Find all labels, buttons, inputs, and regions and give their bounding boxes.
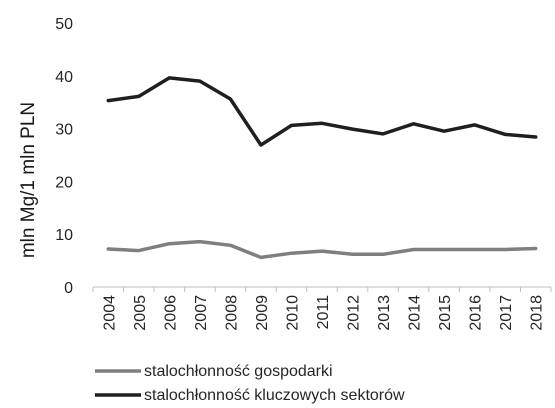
x-ticks: 2004 2005 2006 2007 2008 2009 2010 2011 2012 2013… [92, 287, 552, 331]
series-lines [106, 76, 538, 260]
x-tick-label: 2010 [284, 295, 301, 331]
x-tick-label: 2015 [437, 295, 454, 331]
x-tick-label: 2011 [315, 295, 332, 330]
x-tick-label: 2005 [132, 295, 149, 331]
y-tick-label: 0 [64, 280, 73, 297]
x-tick-label: 2007 [193, 295, 210, 331]
x-tick-label: 2012 [346, 295, 363, 331]
x-tick-label: 2006 [162, 295, 179, 331]
legend: stalochłonność gospodarki stalochłonność … [95, 363, 405, 404]
y-tick-label: 50 [55, 16, 73, 33]
y-tick-label: 30 [55, 122, 73, 139]
x-tick-label: 2014 [407, 295, 424, 331]
legend-label-2: stalochłonność kluczowych sektorów [144, 387, 405, 404]
y-tick-label: 40 [55, 69, 73, 86]
series-line-1 [106, 239, 538, 260]
legend-label-1: stalochłonność gospodarki [144, 363, 333, 380]
x-tick-label: 2004 [101, 295, 118, 331]
x-tick-label: 2018 [529, 295, 546, 331]
series-line-2 [106, 76, 538, 147]
x-tick-label: 2013 [376, 295, 393, 331]
y-tick-label: 20 [55, 174, 73, 191]
y-axis-label: mln Mg/1 mln PLN [18, 102, 39, 258]
x-tick-label: 2016 [468, 295, 485, 331]
y-tick-label: 10 [55, 227, 73, 244]
x-tick-label: 2017 [498, 295, 515, 331]
x-tick-label: 2008 [223, 295, 240, 331]
y-ticks: 0 10 20 30 40 50 [55, 16, 73, 297]
x-tick-label: 2009 [254, 295, 271, 331]
